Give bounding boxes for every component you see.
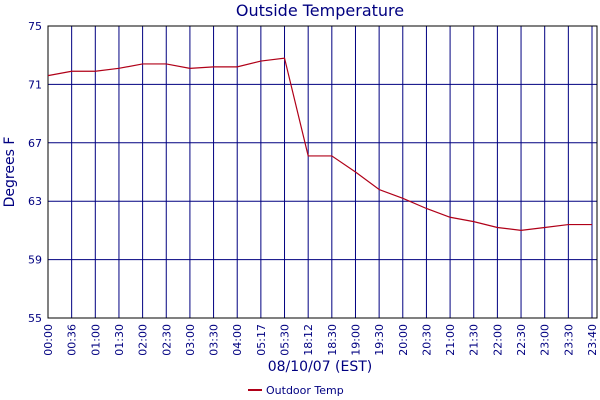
plot-border [47, 25, 598, 319]
y-tick-label: 75 [28, 20, 42, 33]
x-tick-label: 00:36 [66, 324, 79, 356]
x-tick-label: 18:12 [302, 324, 315, 356]
x-tick-label: 03:30 [208, 324, 221, 356]
x-tick-label: 23:00 [539, 324, 552, 356]
x-tick-label: 05:30 [279, 324, 292, 356]
x-tick-label: 21:30 [468, 324, 481, 356]
x-tick-label: 23:30 [562, 324, 575, 356]
y-tick-label: 59 [28, 254, 42, 267]
x-tick-label: 21:00 [444, 324, 457, 356]
chart-title: Outside Temperature [236, 1, 404, 20]
x-tick-label: 01:30 [113, 324, 126, 356]
x-tick-label: 02:30 [160, 324, 173, 356]
x-tick-label: 05:17 [255, 324, 268, 356]
x-tick-label: 18:30 [326, 324, 339, 356]
x-tick-label: 19:30 [373, 324, 386, 356]
x-tick-label: 20:00 [397, 324, 410, 356]
data-line [47, 57, 592, 232]
x-tick-label: 01:00 [89, 324, 102, 356]
x-tick-label: 03:00 [184, 324, 197, 356]
y-tick-label: 55 [28, 312, 42, 325]
x-tick-label: 23:40 [586, 324, 599, 356]
x-tick-label: 00:00 [42, 324, 55, 356]
x-tick-label: 22:00 [491, 324, 504, 356]
y-tick-label: 67 [28, 137, 42, 150]
y-tick-label: 63 [28, 195, 42, 208]
x-axis-title: 08/10/07 (EST) [268, 359, 373, 375]
y-axis-title: Degrees F [2, 137, 18, 208]
x-tick-label: 20:30 [420, 324, 433, 356]
legend-label: Outdoor Temp [266, 384, 344, 397]
x-tick-label: 19:00 [349, 324, 362, 356]
x-tick-label: 02:00 [137, 324, 150, 356]
x-tick-label: 22:30 [515, 324, 528, 356]
x-tick-label: 04:00 [231, 324, 244, 356]
y-tick-label: 71 [28, 78, 42, 91]
